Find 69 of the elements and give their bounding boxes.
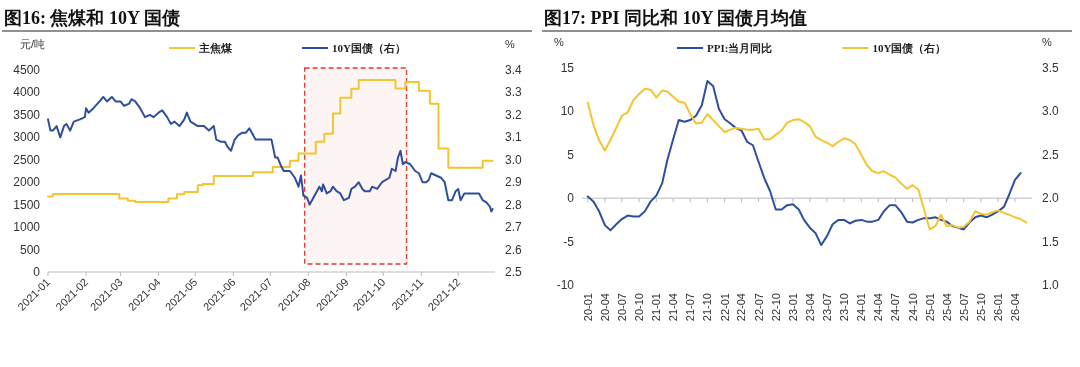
legend-label: 10Y国债（右） (872, 42, 947, 55)
y-tick-label: 4000 (13, 85, 41, 100)
y2-tick-label: 2.6 (505, 242, 523, 257)
x-tick-label: 24-10 (906, 293, 919, 322)
x-tick-label: 21-04 (667, 293, 680, 322)
y-tick-label: -5 (563, 234, 575, 249)
y-tick-label: 10 (560, 104, 575, 119)
x-tick-label: 24-01 (855, 293, 868, 322)
x-tick-label: 23-01 (786, 293, 799, 322)
x-tick-label: 22-01 (718, 293, 731, 322)
x-tick-label: 23-07 (820, 293, 833, 322)
legend-label: 10Y国债（右） (332, 42, 406, 55)
y-tick-label: 15 (560, 61, 575, 75)
x-tick-label: 23-10 (838, 293, 851, 322)
y2-tick-label: 2.0 (1042, 191, 1060, 206)
chart-title: 图17: PPI 同比和 10Y 国债月均值 (544, 8, 808, 28)
y2-tick-label: 2.5 (505, 265, 523, 279)
x-tick-label: 24-04 (872, 293, 885, 322)
x-tick-label: 21-10 (701, 293, 714, 322)
x-tick-label: 26-01 (992, 293, 1005, 322)
x-tick-label: 20-01 (581, 293, 594, 322)
y2-tick-label: 2.9 (505, 175, 523, 190)
x-tick-label: 26-04 (1008, 293, 1021, 322)
x-tick-label: 24-07 (889, 293, 902, 322)
y-tick-label: -10 (556, 278, 575, 292)
chart-title: 图16: 焦煤和 10Y 国债 (4, 8, 180, 28)
x-tick-label: 23-04 (803, 293, 816, 322)
y2-tick-label: 3.0 (505, 152, 523, 167)
y2-tick-label: 3.2 (505, 107, 523, 122)
x-tick-label: 20-04 (598, 293, 611, 322)
y-tick-label: 0 (33, 265, 41, 279)
y2-tick-label: 2.7 (505, 220, 523, 235)
y-tick-label: 3500 (13, 107, 41, 122)
x-tick-label: 22-10 (769, 293, 782, 322)
y-axis-title: % (554, 36, 564, 48)
x-tick-label: 20-07 (615, 293, 628, 322)
x-tick-label: 25-04 (940, 293, 953, 322)
x-tick-label: 21-07 (684, 293, 697, 322)
y-tick-label: 2000 (13, 175, 41, 190)
y-tick-label: 1500 (13, 197, 41, 212)
y-tick-label: 0 (567, 191, 575, 206)
x-tick-label: 20-10 (633, 293, 646, 322)
x-tick-label: 22-07 (752, 293, 765, 322)
y2-axis-title: % (1042, 36, 1052, 48)
y-tick-label: 500 (19, 242, 41, 257)
y-tick-label: 1000 (13, 220, 41, 235)
y-axis-title: 元/吨 (20, 38, 46, 50)
y2-tick-label: 3.4 (505, 63, 523, 77)
x-tick-label: 25-01 (923, 293, 936, 322)
x-tick-label: 25-07 (957, 293, 970, 322)
line-series (47, 95, 494, 213)
y2-tick-label: 3.1 (505, 130, 523, 145)
y-tick-label: 4500 (13, 63, 41, 77)
y-tick-label: 3000 (13, 130, 41, 145)
y2-tick-label: 2.8 (505, 197, 523, 212)
y2-tick-label: 3.3 (505, 85, 523, 100)
y2-axis-title: % (505, 38, 515, 50)
x-tick-label: 22-04 (735, 293, 748, 322)
y-tick-label: 5 (567, 147, 575, 162)
y2-tick-label: 1.0 (1042, 278, 1060, 292)
x-tick-label: 21-01 (650, 293, 663, 322)
x-tick-label: 25-10 (974, 293, 987, 322)
legend-label: PPI:当月同比 (707, 42, 773, 54)
y2-tick-label: 1.5 (1042, 234, 1060, 249)
y2-tick-label: 3.5 (1042, 61, 1060, 75)
y2-tick-label: 3.0 (1042, 104, 1060, 119)
legend-label: 主焦煤 (198, 42, 233, 55)
y2-tick-label: 2.5 (1042, 147, 1060, 162)
y-tick-label: 2500 (13, 152, 41, 167)
